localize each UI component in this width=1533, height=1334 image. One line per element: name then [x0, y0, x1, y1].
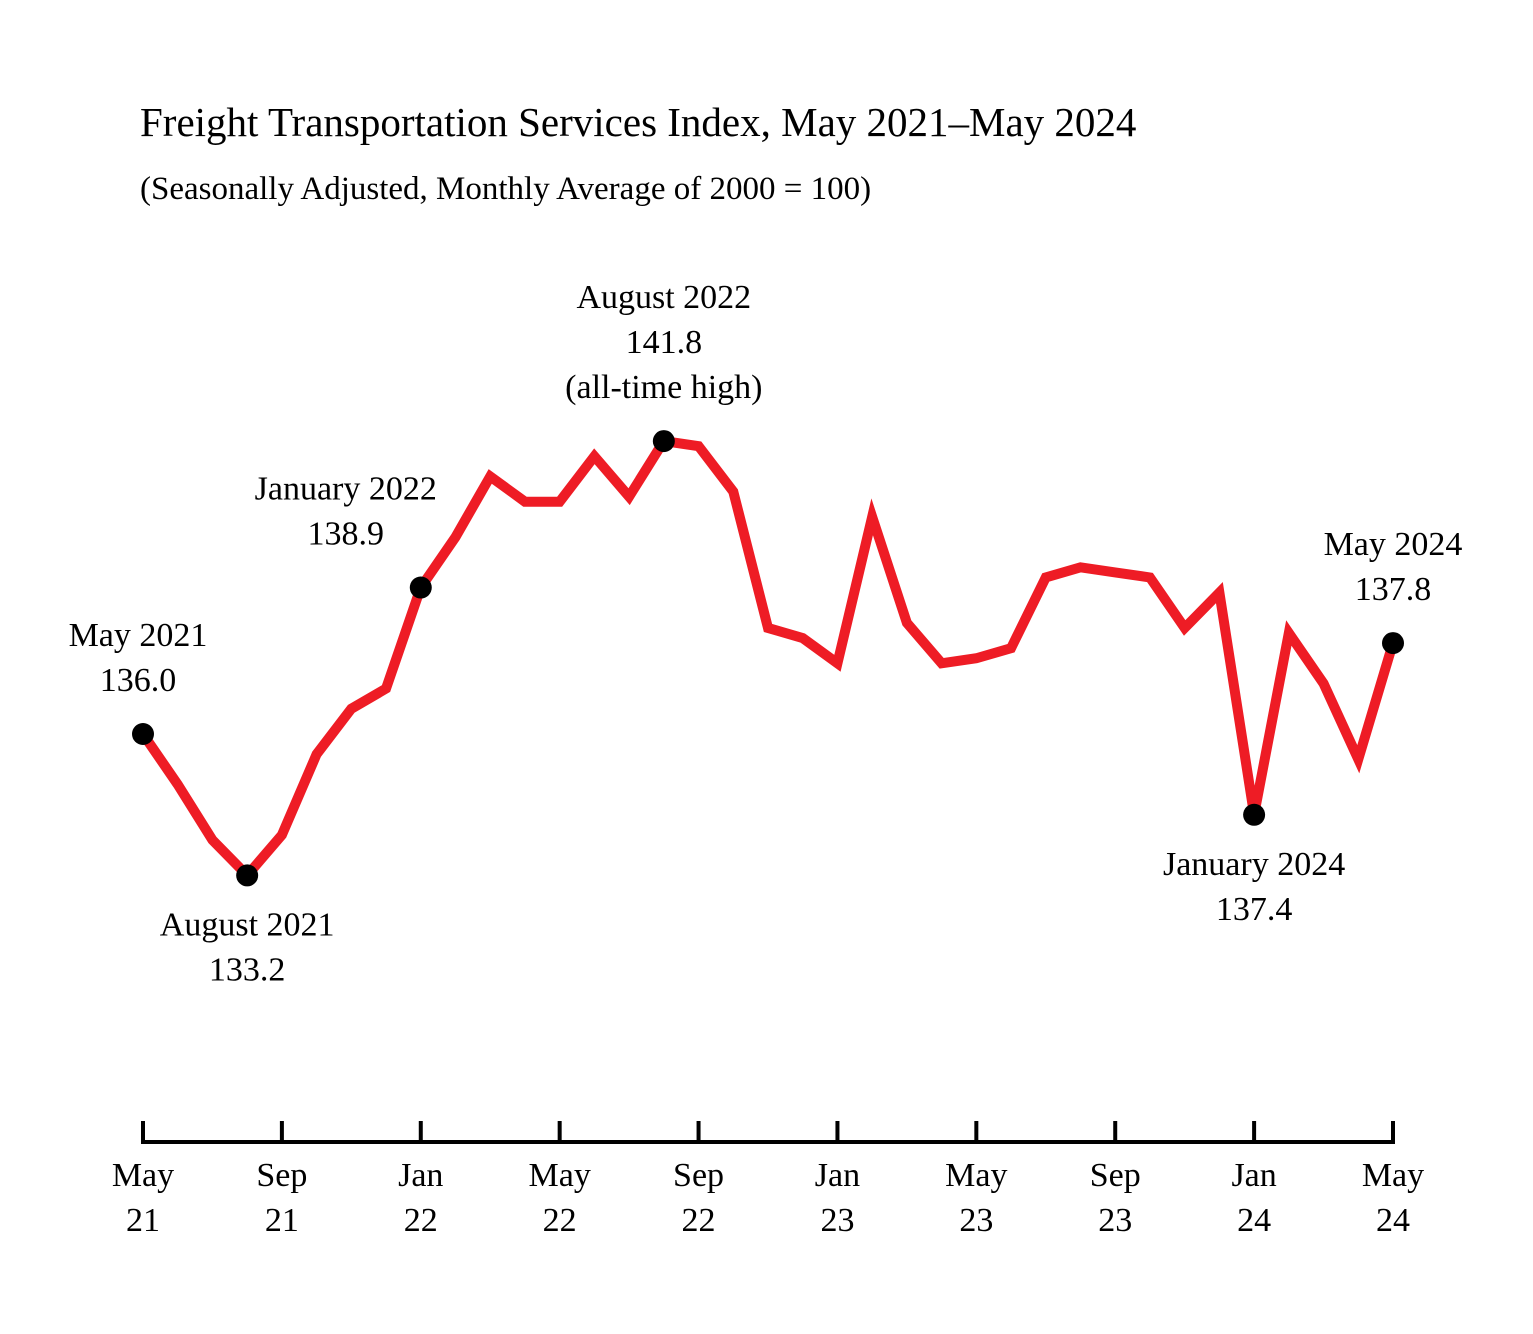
x-tick-label-year: 23 — [820, 1202, 854, 1239]
x-tick-label-year: 23 — [959, 1202, 993, 1239]
highlight-marker — [652, 430, 675, 453]
annotation-label: January 2024 — [1163, 846, 1345, 883]
annotation-label: (all-time high) — [565, 369, 762, 406]
x-tick-label-month: May — [1362, 1157, 1424, 1194]
annotation-label: May 2021 — [69, 617, 208, 654]
x-tick-label-month: Sep — [673, 1157, 724, 1194]
annotations: May 2021 136.0 August 2021 133.2 January 202… — [69, 279, 1463, 988]
highlight-marker — [1382, 632, 1404, 655]
x-tick-label-year: 21 — [126, 1202, 160, 1239]
series-line-group — [138, 435, 1398, 883]
x-tick-label-year: 21 — [265, 1202, 299, 1239]
x-tick-label-year: 24 — [1376, 1202, 1410, 1239]
highlight-marker — [409, 576, 432, 599]
annotation-label: 133.2 — [209, 951, 286, 988]
x-tick-label-year: 22 — [404, 1202, 438, 1239]
annotation-label: January 2022 — [255, 471, 437, 508]
x-tick-label-month: Jan — [815, 1157, 860, 1194]
highlight-marker — [1243, 803, 1266, 826]
annotation-label: August 2022 — [576, 279, 751, 316]
x-tick-label-month: May — [529, 1157, 591, 1194]
x-tick-label-month: Jan — [1231, 1157, 1276, 1194]
chart-subtitle: (Seasonally Adjusted, Monthly Average of… — [140, 171, 871, 207]
x-tick-label-year: 22 — [682, 1202, 716, 1239]
x-tick-label-month: May — [945, 1157, 1007, 1194]
annotation-label: 137.8 — [1355, 571, 1432, 608]
annotation-label: 141.8 — [626, 324, 703, 361]
highlight-marker — [132, 723, 154, 745]
highlight-marker — [236, 864, 259, 887]
chart-title: Freight Transportation Services Index, M… — [140, 99, 1136, 145]
annotation-label: August 2021 — [160, 906, 335, 943]
annotation-label: 136.0 — [100, 662, 177, 699]
x-tick-label-month: May — [112, 1157, 174, 1194]
x-tick-label-month: Sep — [256, 1157, 307, 1194]
annotation-label: May 2024 — [1324, 526, 1463, 563]
annotation-label: 137.4 — [1216, 891, 1293, 928]
x-tick-label-year: 23 — [1098, 1202, 1132, 1239]
x-axis: May 21 Sep 21 Jan 22 May 22 Sep 22 Jan 23 May 23 Sep 23… — [112, 1121, 1424, 1239]
x-tick-label-month: Sep — [1090, 1157, 1141, 1194]
series-line — [138, 435, 1398, 883]
x-tick-label-month: Jan — [398, 1157, 443, 1194]
annotation-label: 138.9 — [308, 516, 385, 553]
x-tick-label-year: 22 — [543, 1202, 577, 1239]
x-tick-label-year: 24 — [1237, 1202, 1271, 1239]
